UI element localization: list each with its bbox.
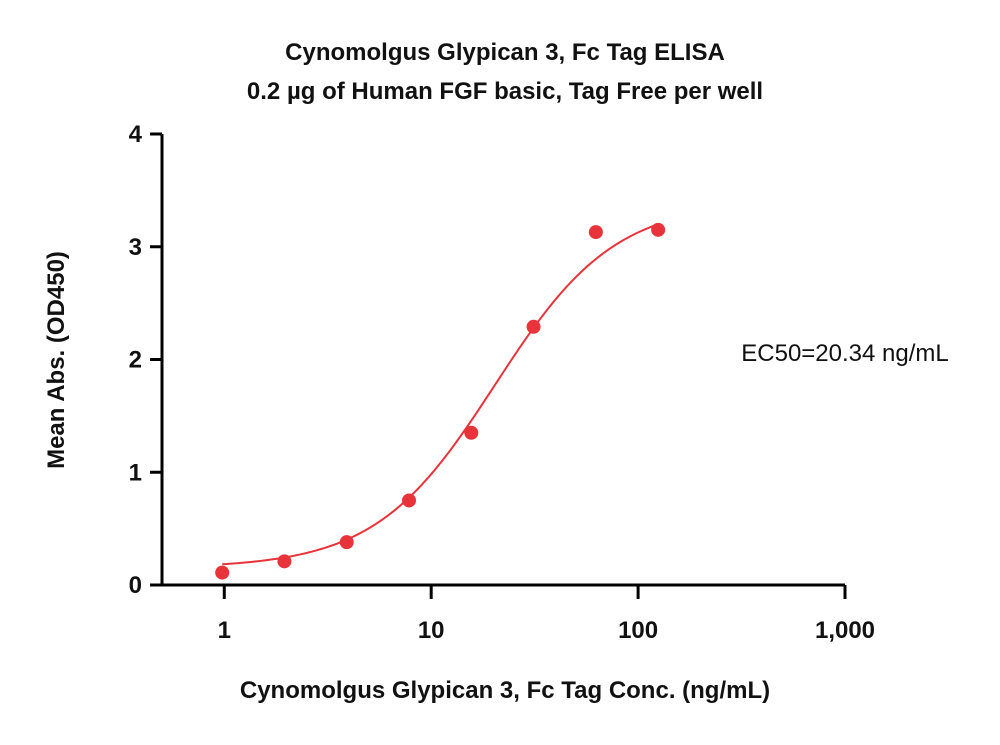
data-points-layer xyxy=(215,222,666,580)
y-tick-label: 0 xyxy=(129,572,142,599)
data-point xyxy=(526,319,541,334)
chart-title: Cynomolgus Glypican 3, Fc Tag ELISA xyxy=(285,39,725,66)
data-point xyxy=(651,222,666,237)
axes: 0 1 2 3 4 1 10 100 1,000 xyxy=(129,121,875,644)
fit-curve-layer xyxy=(222,223,659,566)
chart-subtitle: 0.2 µg of Human FGF basic, Tag Free per … xyxy=(247,78,763,105)
y-tick-label: 1 xyxy=(129,459,142,486)
x-tick-label: 1 xyxy=(218,617,231,644)
data-point xyxy=(464,425,479,440)
y-axis-label: Mean Abs. (OD450) xyxy=(43,251,70,469)
data-point xyxy=(215,565,230,580)
ec50-annotation: EC50=20.34 ng/mL xyxy=(741,340,948,367)
fit-curve xyxy=(222,223,659,566)
y-tick-label: 2 xyxy=(129,347,142,374)
data-point xyxy=(339,535,354,550)
x-tick-label: 1,000 xyxy=(815,617,875,644)
data-point xyxy=(277,554,292,569)
data-point xyxy=(402,493,417,508)
y-tick-label: 4 xyxy=(129,121,143,148)
x-tick-label: 10 xyxy=(418,617,445,644)
data-point xyxy=(588,225,603,240)
x-axis-label: Cynomolgus Glypican 3, Fc Tag Conc. (ng/… xyxy=(240,677,770,704)
x-tick-label: 100 xyxy=(618,617,658,644)
y-tick-label: 3 xyxy=(129,234,142,261)
